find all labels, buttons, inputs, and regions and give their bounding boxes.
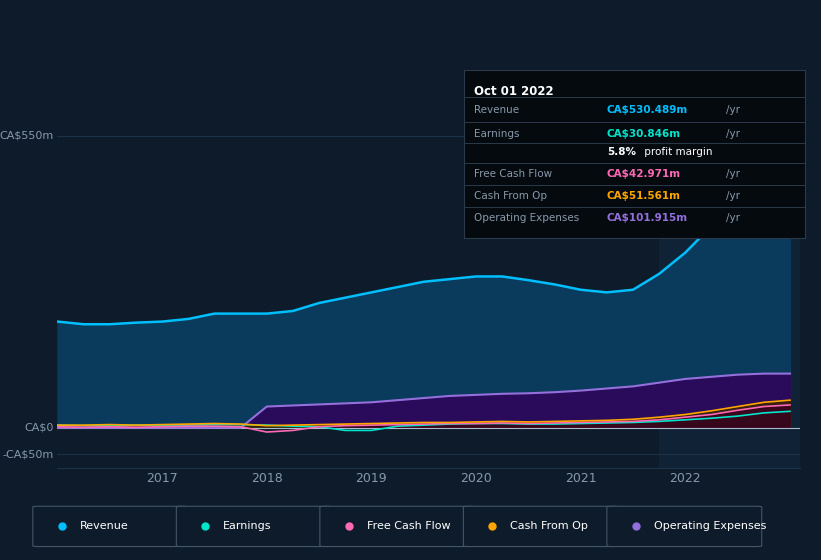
Text: 5.8%: 5.8% [607, 147, 636, 157]
Text: Earnings: Earnings [223, 521, 272, 531]
Text: CA$101.915m: CA$101.915m [607, 213, 688, 223]
Text: CA$42.971m: CA$42.971m [607, 169, 681, 179]
Text: CA$530.489m: CA$530.489m [607, 105, 688, 115]
Text: -CA$50m: -CA$50m [2, 449, 53, 459]
Text: Free Cash Flow: Free Cash Flow [474, 169, 553, 179]
Text: Earnings: Earnings [474, 129, 520, 139]
Text: Operating Expenses: Operating Expenses [654, 521, 766, 531]
FancyBboxPatch shape [320, 506, 475, 547]
Text: Cash From Op: Cash From Op [474, 191, 547, 201]
Text: /yr: /yr [727, 129, 741, 139]
Text: CA$550m: CA$550m [0, 130, 53, 141]
Text: profit margin: profit margin [641, 147, 713, 157]
Text: /yr: /yr [727, 213, 741, 223]
Text: /yr: /yr [727, 105, 741, 115]
Text: CA$51.561m: CA$51.561m [607, 191, 681, 201]
Bar [659, 109, 811, 468]
Text: Oct 01 2022: Oct 01 2022 [474, 85, 553, 98]
Text: Free Cash Flow: Free Cash Flow [367, 521, 450, 531]
Text: /yr: /yr [727, 169, 741, 179]
Text: Revenue: Revenue [80, 521, 128, 531]
Text: Operating Expenses: Operating Expenses [474, 213, 580, 223]
FancyBboxPatch shape [177, 506, 331, 547]
Text: CA$0: CA$0 [25, 423, 53, 433]
FancyBboxPatch shape [33, 506, 188, 547]
Text: Revenue: Revenue [474, 105, 519, 115]
FancyBboxPatch shape [463, 506, 618, 547]
Text: Cash From Op: Cash From Op [510, 521, 588, 531]
Text: /yr: /yr [727, 191, 741, 201]
FancyBboxPatch shape [607, 506, 762, 547]
Text: CA$30.846m: CA$30.846m [607, 129, 681, 139]
